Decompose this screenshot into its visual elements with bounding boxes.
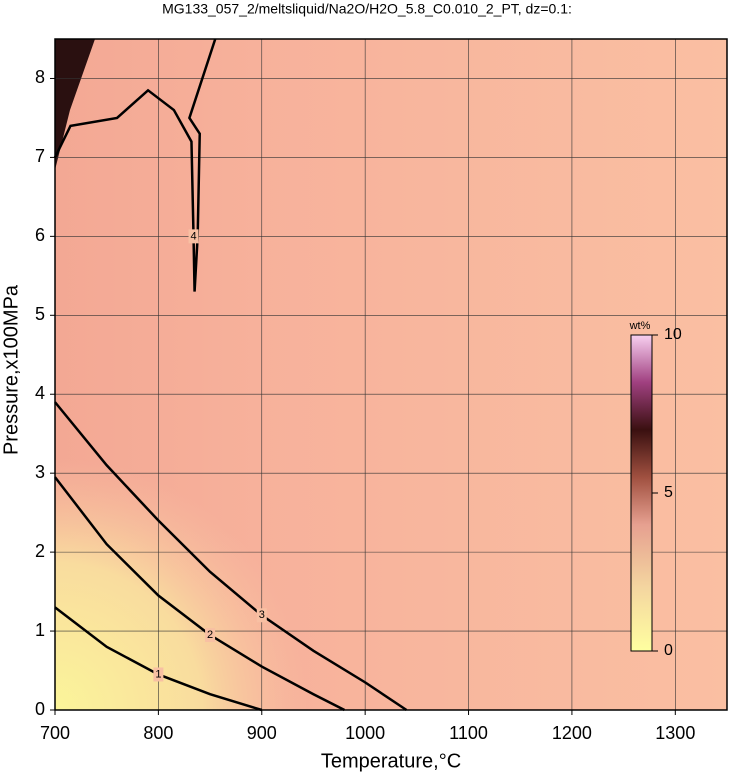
colorbar <box>630 334 653 652</box>
plot-shading <box>55 39 727 710</box>
colorbar-label: wt% <box>629 320 651 332</box>
y-axis-label: Pressure,x100MPa <box>0 284 22 455</box>
x-tick-label: 700 <box>40 723 70 743</box>
contour-label: 2 <box>207 629 213 641</box>
contour-label-bg <box>205 628 216 643</box>
x-tick-label: 1100 <box>449 723 488 743</box>
contour-label: 3 <box>259 609 265 621</box>
dark-corner <box>55 39 95 170</box>
x-tick-label: 1300 <box>655 723 695 743</box>
x-axis-label: Temperature,°C <box>321 750 461 772</box>
colorbar-tick-label: 0 <box>664 642 673 659</box>
contour-line <box>54 401 408 712</box>
chart-title: MG133_057_2/meltsliquid/Na2O/H2O_5.8_C0.… <box>162 1 572 17</box>
y-tick-label: 6 <box>35 225 45 245</box>
y-tick-label: 3 <box>35 462 45 482</box>
y-tick-label: 0 <box>35 699 45 719</box>
x-tick-label: 1000 <box>345 723 385 743</box>
plot-frame <box>54 38 728 711</box>
y-tick-label: 8 <box>35 67 45 87</box>
colorbar-tick-label: 10 <box>664 326 682 343</box>
y-tick-label: 1 <box>35 620 45 640</box>
y-tick-label: 5 <box>35 304 45 324</box>
x-tick-label: 900 <box>247 723 277 743</box>
x-tick-label: 1200 <box>552 723 592 743</box>
y-tick-label: 2 <box>35 541 45 561</box>
contour-label-bg <box>188 229 199 244</box>
contour-label-bg <box>153 667 164 682</box>
contour-label-bg <box>256 608 267 623</box>
colorbar-tick-label: 5 <box>664 484 673 501</box>
x-tick-label: 800 <box>143 723 173 743</box>
contour-line <box>53 38 217 292</box>
contour-label: 4 <box>190 230 196 242</box>
y-tick-label: 7 <box>35 146 45 166</box>
contour-label: 1 <box>155 668 161 680</box>
y-tick-label: 4 <box>35 383 45 403</box>
